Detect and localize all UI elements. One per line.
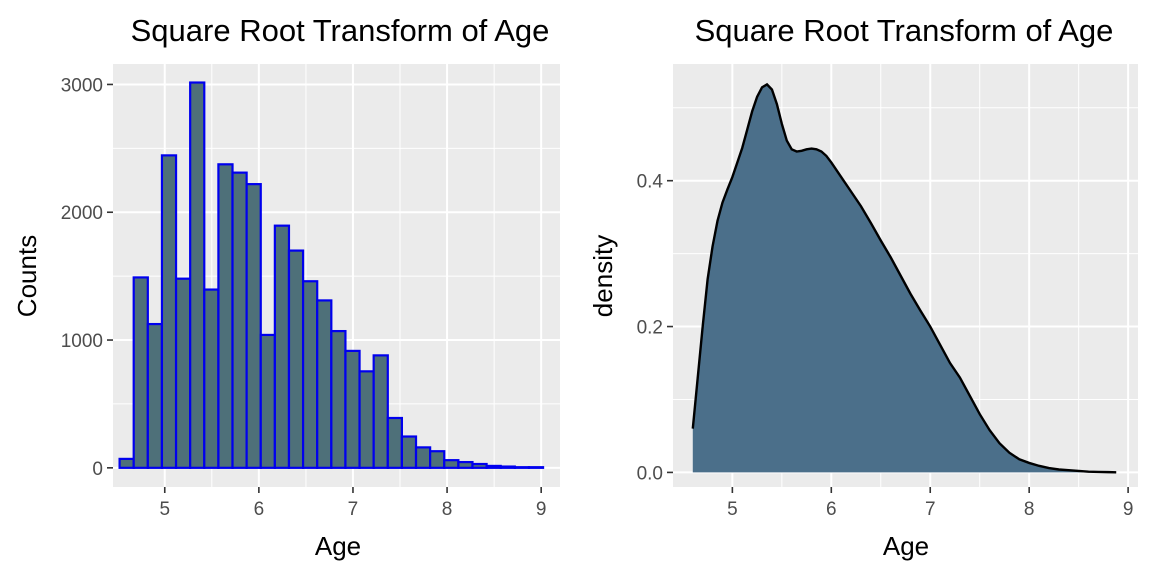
density-title: Square Root Transform of Age <box>695 13 1114 48</box>
density-area <box>692 84 1117 473</box>
histogram-y-tick-label: 2000 <box>61 203 103 224</box>
histogram-bar <box>189 81 206 469</box>
histogram-bar <box>203 288 220 469</box>
histogram-bar <box>513 466 531 469</box>
histogram-bar <box>457 460 474 469</box>
histogram-bar <box>273 224 291 469</box>
histogram-bar <box>358 370 375 469</box>
histogram-bar <box>372 354 389 469</box>
histogram-bar <box>160 154 178 469</box>
histogram-x-tick-label: 5 <box>159 499 170 520</box>
density-x-tick-label: 8 <box>1024 499 1035 520</box>
histogram-y-axis-title: Counts <box>12 235 42 317</box>
density-axes: 5 6 7 8 9 0.0 0.2 0.4 <box>637 172 1134 520</box>
histogram-x-axis-title: Age <box>315 531 361 561</box>
histogram-bar <box>499 465 516 469</box>
histogram-bar <box>316 299 333 469</box>
histogram-bar <box>287 249 305 469</box>
density-x-axis-title: Age <box>883 531 929 561</box>
histogram-bar <box>301 280 319 469</box>
histogram-bar <box>245 183 262 469</box>
density-x-tick-label: 9 <box>1123 499 1134 520</box>
histogram-bar <box>132 276 149 469</box>
density-y-axis-title: density <box>588 235 618 317</box>
histogram-bar <box>443 459 460 469</box>
histogram-bar <box>330 329 347 469</box>
histogram-y-tick-label: 3000 <box>61 75 103 96</box>
density-chart: Square Root Transform of Age 5 6 7 8 9 0.0 0.2… <box>588 13 1138 561</box>
histogram-chart: Square Root Transform of Age 5 6 7 8 9 0 1000 2… <box>12 13 560 561</box>
histogram-bar <box>259 333 276 469</box>
histogram-y-tick-label: 1000 <box>61 331 103 352</box>
histogram-bar <box>429 450 446 469</box>
histogram-bars <box>118 81 545 469</box>
histogram-bar <box>485 464 502 469</box>
density-line <box>691 82 1117 474</box>
density-y-tick-label: 0.4 <box>637 172 664 193</box>
density-curve-group <box>691 82 1117 474</box>
histogram-x-tick-label: 8 <box>442 499 453 520</box>
histogram-bar <box>527 466 545 469</box>
histogram-x-tick-label: 9 <box>536 499 547 520</box>
histogram-bar <box>146 322 164 469</box>
histogram-bar <box>400 435 418 469</box>
histogram-x-tick-label: 7 <box>348 499 359 520</box>
histogram-bar <box>414 446 432 469</box>
histogram-x-tick-label: 6 <box>254 499 265 520</box>
histogram-bar <box>174 277 192 469</box>
histogram-y-tick-label: 0 <box>92 459 103 480</box>
histogram-axes: 5 6 7 8 9 0 1000 2000 3000 <box>61 75 547 520</box>
density-x-tick-label: 7 <box>925 499 936 520</box>
histogram-bar <box>344 349 361 469</box>
density-x-tick-label: 5 <box>727 499 738 520</box>
density-x-tick-label: 6 <box>826 499 837 520</box>
density-y-tick-label: 0.2 <box>637 318 663 339</box>
histogram-bar <box>231 171 248 469</box>
histogram-bar <box>118 457 135 469</box>
histogram-bar <box>217 163 234 469</box>
histogram-bar <box>386 416 404 469</box>
histogram-bar <box>471 462 488 469</box>
density-y-tick-label: 0.0 <box>637 463 663 484</box>
histogram-title: Square Root Transform of Age <box>131 13 550 48</box>
